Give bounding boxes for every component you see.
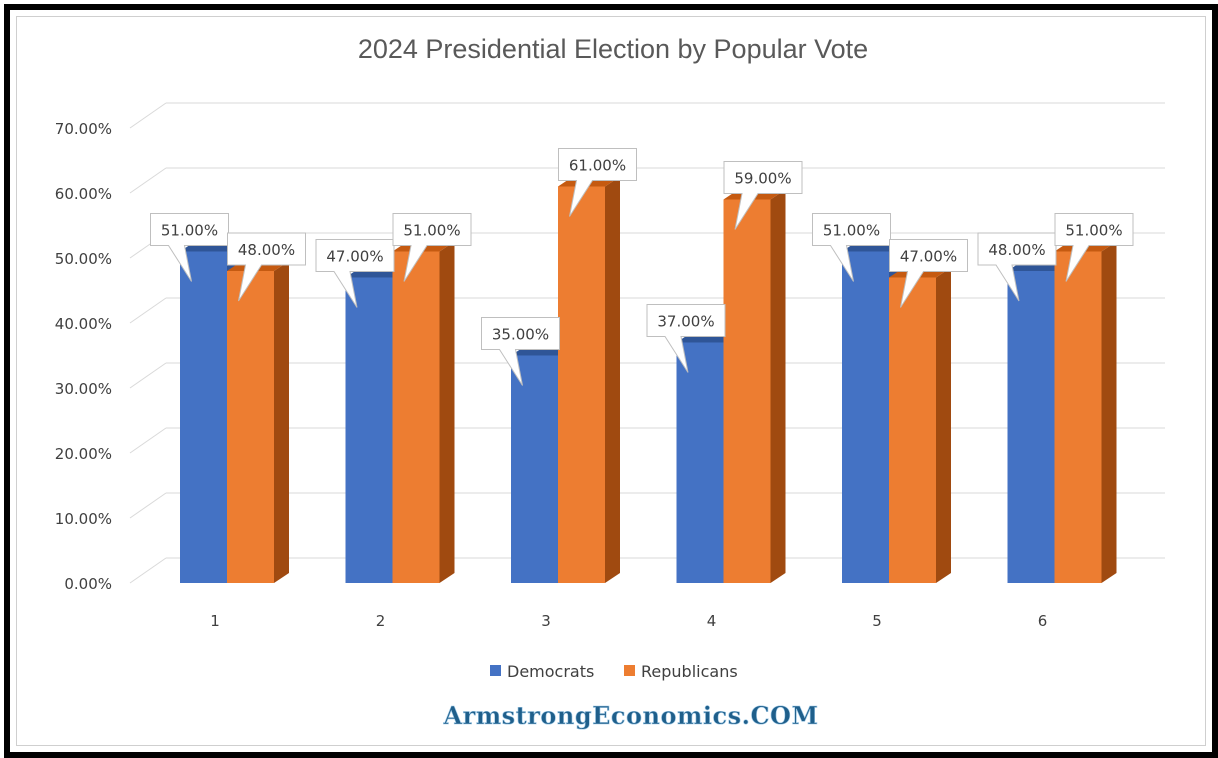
data-label-republicans-2: 51.00% (392, 213, 472, 282)
x-tick-label: 2 (376, 612, 386, 630)
bar-side-republicans-4 (770, 189, 786, 583)
bar-side-republicans-2 (439, 241, 455, 583)
data-label-text: 51.00% (823, 222, 880, 240)
callout-box (723, 161, 803, 230)
callout-box (889, 239, 968, 308)
y-axis: 0.00% 10.00% 20.00% 30.00% 40.00% 50.00% 60.00… (55, 120, 112, 593)
callout-box (558, 148, 637, 217)
bar-republicans-6 (1054, 251, 1102, 583)
callout-box (812, 213, 891, 282)
x-tick-label: 6 (1038, 612, 1048, 630)
y-tick-label: 10.00% (55, 510, 112, 528)
y-tick-label: 40.00% (55, 315, 112, 333)
legend-item-democrats: Democrats (490, 662, 594, 681)
chart-title: 2024 Presidential Election by Popular Vo… (358, 34, 868, 64)
data-label-democrats-5: 51.00% (812, 213, 891, 282)
y-tick-label: 50.00% (55, 250, 112, 268)
y-tick-label: 60.00% (55, 185, 112, 203)
data-label-text: 61.00% (569, 157, 626, 175)
data-label-text: 48.00% (238, 241, 295, 259)
data-label-republicans-5: 47.00% (889, 239, 968, 308)
y-tick-label: 0.00% (64, 575, 112, 593)
legend-swatch (490, 665, 501, 676)
bar-side-republicans-5 (936, 267, 951, 583)
data-label-text: 51.00% (403, 222, 460, 240)
y-tick-label: 20.00% (55, 445, 112, 463)
bar-republicans-2 (392, 251, 440, 583)
x-tick-label: 3 (541, 612, 551, 630)
gridline-depth (129, 362, 167, 389)
callout-box (646, 304, 726, 373)
x-tick-label: 1 (210, 612, 220, 630)
data-label-text: 51.00% (161, 222, 218, 240)
bar-republicans-3 (558, 186, 605, 583)
x-tick-label: 4 (707, 612, 717, 630)
bar-democrats-6 (1007, 271, 1055, 583)
data-label-text: 47.00% (900, 248, 957, 266)
legend-label: Democrats (507, 662, 594, 681)
data-label-text: 35.00% (492, 326, 549, 344)
data-label-text: 47.00% (326, 248, 383, 266)
callout-box (1054, 213, 1134, 282)
bar-democrats-5 (842, 251, 889, 583)
chart-area-border (16, 16, 1206, 746)
y-tick-label: 30.00% (55, 380, 112, 398)
bar-side-republicans-3 (605, 176, 620, 583)
data-labels: 51.00% 48.00% 47.00% 51.00% 35.00% 61.00% 37.0… (150, 148, 1134, 386)
data-label-republicans-3: 61.00% (558, 148, 637, 217)
data-label-democrats-3: 35.00% (481, 317, 560, 386)
y-tick-label: 70.00% (55, 120, 112, 138)
legend: Democrats Republicans (490, 662, 738, 681)
legend-label: Republicans (641, 662, 738, 681)
legend-swatch (624, 665, 635, 676)
x-tick-label: 5 (872, 612, 882, 630)
gridline-depth (129, 427, 167, 454)
data-label-text: 59.00% (734, 170, 791, 188)
x-axis: 1 2 3 4 5 6 (210, 612, 1047, 630)
callout-box (150, 213, 229, 282)
bar-republicans-1 (227, 271, 274, 583)
data-label-republicans-6: 51.00% (1054, 213, 1134, 282)
data-label-republicans-1: 48.00% (227, 232, 306, 302)
bar-democrats-2 (345, 277, 393, 583)
bars (180, 176, 1117, 583)
data-label-text: 48.00% (988, 241, 1045, 259)
callout-box (481, 317, 560, 386)
callout-box (227, 232, 306, 302)
callout-box (392, 213, 472, 282)
bar-democrats-4 (676, 342, 724, 583)
gridline-depth (129, 492, 167, 519)
legend-item-republicans: Republicans (624, 662, 738, 681)
bar-democrats-1 (180, 251, 227, 583)
data-label-text: 51.00% (1065, 222, 1122, 240)
bar-republicans-4 (723, 199, 771, 583)
bar-side-republicans-1 (274, 261, 289, 583)
watermark-logo: ArmstrongEconomics.COM (442, 701, 818, 730)
data-label-democrats-1: 51.00% (150, 213, 229, 282)
gridline-depth (129, 297, 167, 324)
data-label-democrats-4: 37.00% (646, 304, 726, 373)
gridline-depth (129, 102, 167, 129)
data-label-republicans-4: 59.00% (723, 161, 803, 230)
bar-democrats-3 (511, 355, 558, 583)
gridline-depth (129, 167, 167, 194)
bar-republicans-5 (889, 277, 936, 583)
gridline-depth (129, 557, 167, 584)
data-label-text: 37.00% (657, 313, 714, 331)
bar-side-republicans-6 (1101, 241, 1117, 583)
